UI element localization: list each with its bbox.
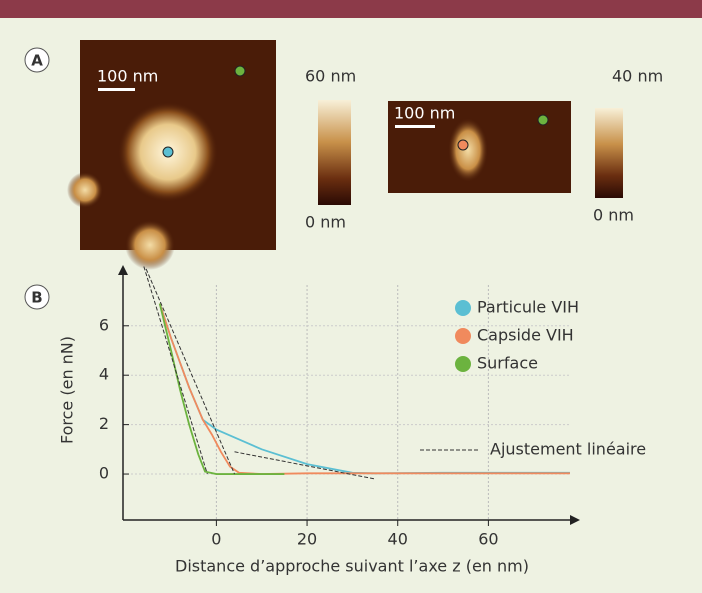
legend-label: Surface	[477, 354, 538, 373]
scale-bar-label: 100 nm	[394, 104, 455, 123]
colorbar-max: 40 nm	[612, 67, 663, 86]
figure: A B 100 nm 60 nm 0 nm 100 nm 40 nm 0 nm …	[0, 0, 702, 593]
top-bar	[0, 0, 702, 18]
tip-marker	[458, 140, 468, 150]
x-axis-label: Distance d’approche suivant l’axe z (en …	[175, 557, 529, 576]
tip-marker	[538, 115, 548, 125]
panel-label: B	[31, 289, 42, 307]
afm-feature	[125, 220, 175, 270]
afm-particle	[448, 118, 488, 182]
y-tick-label: 0	[99, 464, 109, 483]
colorbar	[318, 100, 351, 205]
afm-feature	[67, 172, 103, 208]
colorbar-max: 60 nm	[305, 67, 356, 86]
legend-swatch	[455, 328, 471, 344]
legend-label: Capside VIH	[477, 326, 574, 345]
scale-bar	[98, 88, 135, 91]
colorbar	[595, 108, 623, 198]
colorbar-min: 0 nm	[305, 213, 346, 232]
x-tick-label: 60	[478, 530, 498, 549]
legend-swatch	[455, 356, 471, 372]
x-tick-label: 0	[211, 530, 221, 549]
colorbar-min: 0 nm	[593, 206, 634, 225]
y-tick-label: 4	[99, 365, 109, 384]
legend-label: Particule VIH	[477, 298, 579, 317]
tip-marker	[235, 66, 245, 76]
y-tick-label: 6	[99, 315, 109, 334]
x-tick-label: 20	[297, 530, 317, 549]
scale-bar-label: 100 nm	[97, 67, 158, 86]
panel-label: A	[31, 52, 43, 70]
legend-label: Ajustement linéaire	[490, 440, 646, 459]
tip-marker	[163, 147, 173, 157]
scale-bar	[395, 125, 435, 128]
y-axis-label: Force (en nN)	[58, 336, 77, 444]
y-tick-label: 2	[99, 414, 109, 433]
x-tick-label: 40	[388, 530, 408, 549]
legend-swatch	[455, 300, 471, 316]
